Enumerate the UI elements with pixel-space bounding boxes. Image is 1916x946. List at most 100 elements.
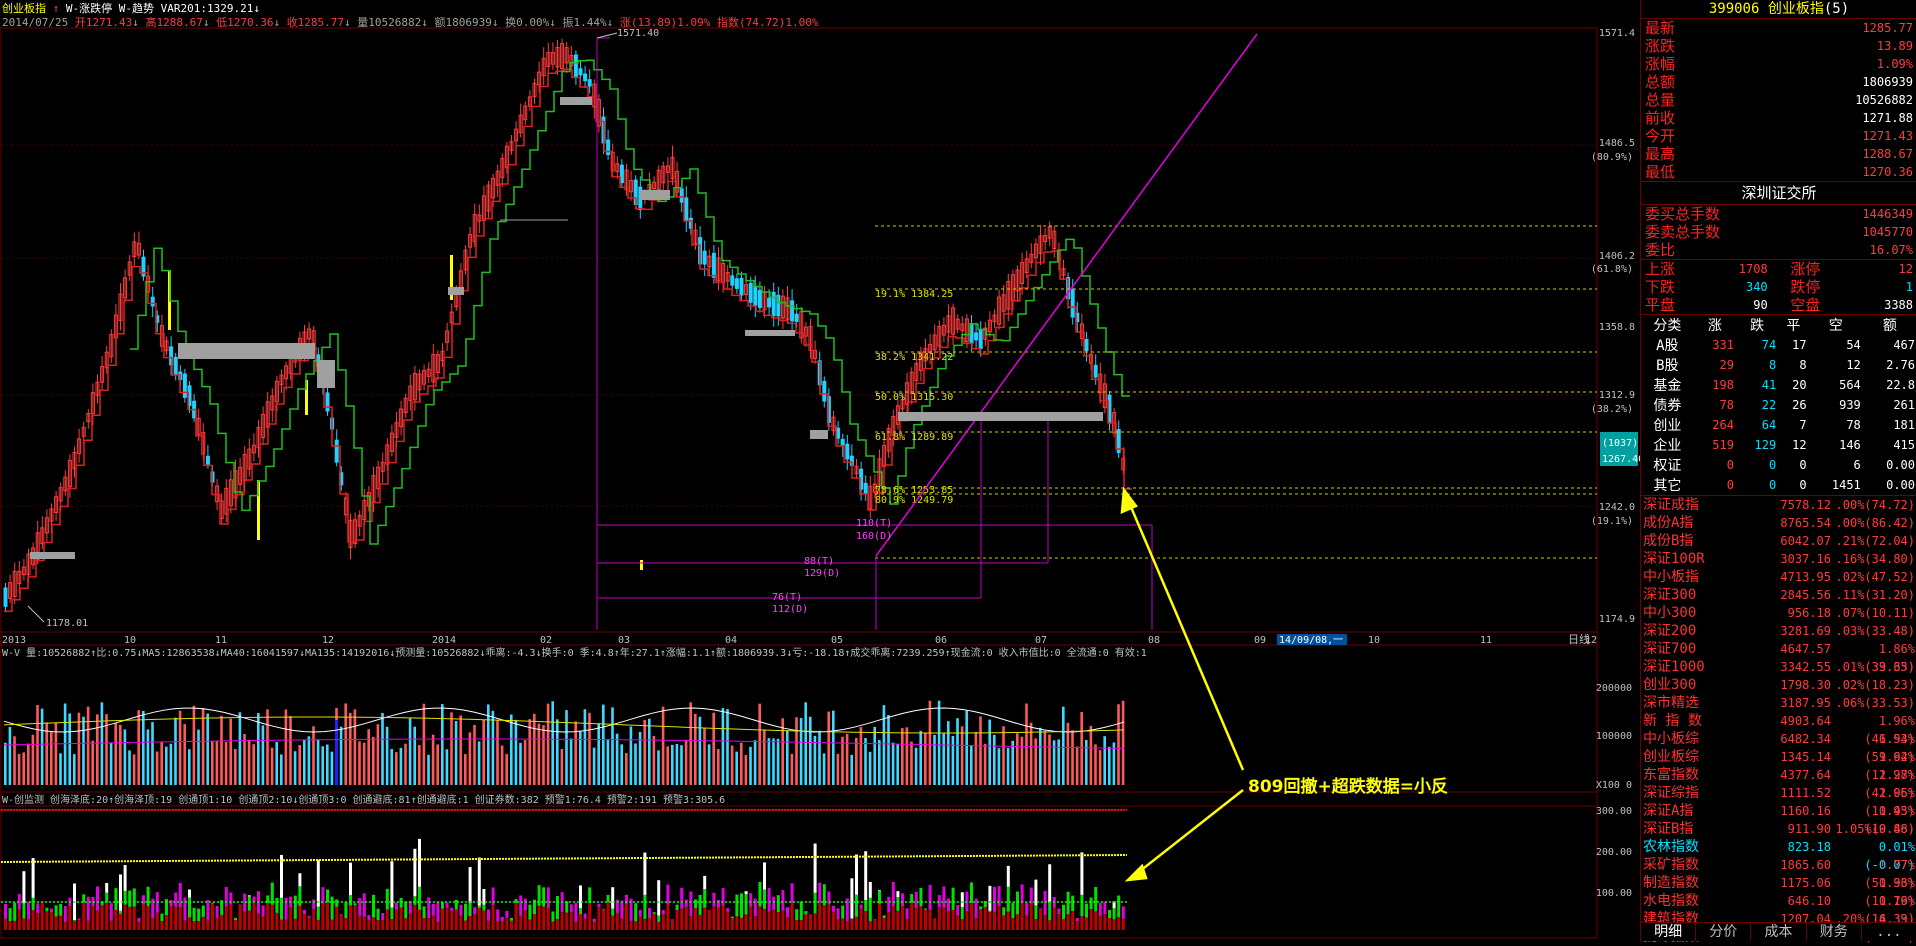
table-header: 平 — [1778, 315, 1808, 335]
svg-text:X100 0: X100 0 — [1596, 780, 1632, 791]
svg-text:(80.9%): (80.9%) — [1591, 152, 1633, 163]
date-tick: 2014 — [432, 635, 456, 646]
svg-text:88(T): 88(T) — [804, 556, 834, 567]
svg-text:(61.8%): (61.8%) — [1591, 264, 1633, 275]
tab-1[interactable]: 分价 — [1696, 923, 1751, 941]
svg-text:1242.0: 1242.0 — [1599, 502, 1635, 513]
date-tick: 10 — [1368, 635, 1380, 646]
svg-text:300.00: 300.00 — [1596, 806, 1632, 817]
date-tick: 08 — [1148, 635, 1160, 646]
date-tick: 11 — [215, 635, 227, 646]
table-header: 空 — [1809, 315, 1863, 335]
date-tick: 11 — [1480, 635, 1492, 646]
date-tick: 2013 — [2, 635, 26, 646]
svg-text:1358.8: 1358.8 — [1599, 322, 1635, 333]
tab-4[interactable]: ... — [1862, 923, 1916, 941]
date-tick: 09 — [1254, 635, 1266, 646]
svg-text:1267.40: 1267.40 — [1602, 454, 1640, 465]
monitor-header: W-创监测 创海泽底:20↑创海泽顶:19 创通顶1:10 创通顶2:10↓创通… — [2, 793, 725, 806]
date-tick: 10 — [124, 635, 136, 646]
svg-text:1312.9: 1312.9 — [1599, 390, 1635, 401]
main-note: 809回撤+超跌数据=小反 — [1248, 772, 1448, 797]
bottom-label: 1178.01 — [46, 618, 88, 629]
fib-61: 61.8% 1289.89 — [875, 432, 953, 443]
vol-axis: 200000 100000 X100 0 — [1596, 683, 1632, 791]
svg-text:76(T): 76(T) — [772, 592, 802, 603]
kline-chart[interactable]: 19.1% 1384.25 38.2% 1341.22 50.0% 1315.3… — [0, 0, 1640, 941]
svg-text:(1037): (1037) — [1602, 438, 1638, 449]
svg-text:110(T): 110(T) — [856, 518, 892, 529]
date-tick: 07 — [1035, 635, 1047, 646]
tab-0[interactable]: 明细 — [1641, 923, 1696, 941]
svg-text:200000: 200000 — [1596, 683, 1632, 694]
svg-text:1174.9: 1174.9 — [1599, 614, 1635, 625]
bottom-tabs: 明细分价成本财务... — [1641, 922, 1916, 941]
svg-text:100.00: 100.00 — [1596, 888, 1632, 899]
svg-text:1571.4: 1571.4 — [1599, 28, 1635, 39]
peak-label: 1571.40 — [617, 28, 659, 39]
svg-text:160(D): 160(D) — [856, 531, 892, 542]
current-date: 14/09/08,一 — [1279, 635, 1343, 646]
date-tick: 02 — [540, 635, 552, 646]
svg-text:100000: 100000 — [1596, 731, 1632, 742]
annotation-arrows — [1122, 490, 1243, 880]
vol-header: W-V 量:10526882↑比:0.75↓MA5:12863538↓MA40:… — [2, 646, 1147, 659]
time-labels: 110(T) 160(D) 88(T) 129(D) 76(T) 112(D) — [772, 518, 892, 615]
date-tick: 04 — [725, 635, 737, 646]
date-tick: 12 — [322, 635, 334, 646]
svg-text:129(D): 129(D) — [804, 568, 840, 579]
svg-text:1486.5: 1486.5 — [1599, 138, 1635, 149]
tab-3[interactable]: 财务 — [1807, 923, 1862, 941]
svg-text:(19.1%): (19.1%) — [1591, 516, 1633, 527]
tab-2[interactable]: 成本 — [1751, 923, 1806, 941]
quote-title[interactable]: 399006 创业板指(5) — [1641, 0, 1916, 19]
